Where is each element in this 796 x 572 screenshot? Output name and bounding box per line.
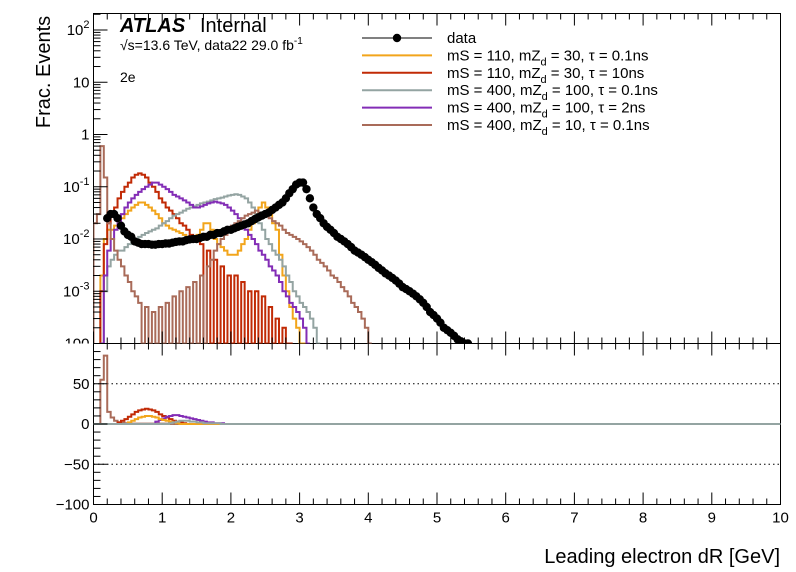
upper-x-ticks <box>93 13 781 344</box>
ratio-histograms <box>93 354 781 425</box>
legend-label-sub: d <box>541 74 547 86</box>
legend-label: data <box>447 30 477 47</box>
internal-label: Internal <box>200 15 267 37</box>
legend-label-rest: = 100, τ = 2ns <box>548 100 646 117</box>
data-point <box>302 184 311 194</box>
x-tick-label: 4 <box>364 510 372 527</box>
tick-base: 10 <box>63 231 80 248</box>
tick-base: 10 <box>63 283 80 300</box>
data-point <box>305 194 315 203</box>
data-point <box>463 339 473 344</box>
legend-marker <box>392 33 402 43</box>
y-axis-title: Frac. Events <box>33 16 55 128</box>
x-tick-label: 5 <box>433 510 441 527</box>
x-tick-label: 3 <box>295 510 303 527</box>
data-point <box>309 203 318 212</box>
legend-label: mS = 400, mZd = 100, τ = 2ns <box>447 100 645 121</box>
tick-exp: -3 <box>80 280 90 292</box>
legend-label-rest: = 100, τ = 0.1ns <box>548 82 658 99</box>
x-tick-label: 8 <box>639 510 647 527</box>
legend-label-rest: = 30, τ = 0.1ns <box>547 47 649 64</box>
y-tick-label: 10-2 <box>63 228 89 248</box>
ratio-series-4 <box>93 419 781 425</box>
channel-label: 2e <box>120 69 136 85</box>
legend-label-rest: = 30, τ = 10ns <box>547 65 645 82</box>
x-tick-label: 10 <box>772 510 789 527</box>
hist-series-4 <box>100 181 310 344</box>
ratio-y-tick-label: −100 <box>56 497 90 514</box>
lumi-exponent: -1 <box>294 36 303 47</box>
legend-label-sub: d <box>542 126 548 138</box>
ratio-y-tick-label: 50 <box>73 376 90 393</box>
legend-label-main: mS = 110, mZ <box>447 47 541 64</box>
legend-label-main: mS = 400, mZ <box>447 82 542 99</box>
tick-exp: 2 <box>83 19 89 31</box>
legend-label: mS = 400, mZd = 100, τ = 0.1ns <box>447 82 658 103</box>
x-tick-label: 1 <box>158 510 166 527</box>
x-axis-title: Leading electron dR [GeV] <box>544 546 780 568</box>
ratio-y-tick-label: 0 <box>81 416 89 433</box>
x-tick-label: 9 <box>708 510 716 527</box>
hist-series-1 <box>99 201 307 344</box>
legend-label: mS = 110, mZd = 30, τ = 10ns <box>447 65 644 86</box>
tick-exp: -2 <box>80 228 90 240</box>
energy-lumi-label: √s=13.6 TeV, data22 29.0 fb-1 <box>120 36 303 53</box>
data-points <box>103 178 473 344</box>
legend-label: mS = 110, mZd = 30, τ = 0.1ns <box>447 47 648 68</box>
ratio-y-tick-label: −50 <box>64 456 89 473</box>
x-tick-label: 7 <box>570 510 578 527</box>
tick-base: 10 <box>63 179 80 196</box>
y-tick-label: 10 <box>73 74 90 91</box>
atlas-label: ATLAS <box>119 15 186 37</box>
legend-label-main: mS = 400, mZ <box>447 100 542 117</box>
legend-label-main: mS = 110, mZ <box>447 65 541 82</box>
legend-label-sub: d <box>542 109 548 121</box>
y-tick-label: 10-1 <box>63 176 89 196</box>
data-point <box>298 178 308 187</box>
data-point <box>113 214 122 223</box>
ratio-series-0 <box>93 354 781 425</box>
y-tick-label: 102 <box>67 19 90 39</box>
y-tick-label: 10-3 <box>63 280 89 300</box>
tick-base: 10 <box>67 22 84 39</box>
x-tick-label: 2 <box>227 510 235 527</box>
y-tick-label: 1 <box>81 127 89 144</box>
legend-label-main: mS = 400, mZ <box>447 117 542 134</box>
y-tick-label-clipped: 100 <box>64 336 89 353</box>
lower-x-axis: 0 1 2 3 4 5 6 7 8 9 10 <box>89 343 789 527</box>
lower-y-axis: −100 −50 0 50 <box>56 343 108 514</box>
energy-text: √s=13.6 TeV, data22 29.0 fb <box>120 37 294 53</box>
legend-label-sub: d <box>541 56 547 68</box>
legend-label-sub: d <box>542 91 548 103</box>
x-tick-label: 0 <box>89 510 97 527</box>
tick-exp: -1 <box>80 176 90 188</box>
legend-label-rest: = 10, τ = 0.1ns <box>548 117 650 134</box>
hist-series-3 <box>100 193 321 344</box>
x-tick-label: 6 <box>502 510 510 527</box>
legend-label: mS = 400, mZd = 10, τ = 0.1ns <box>447 117 650 138</box>
